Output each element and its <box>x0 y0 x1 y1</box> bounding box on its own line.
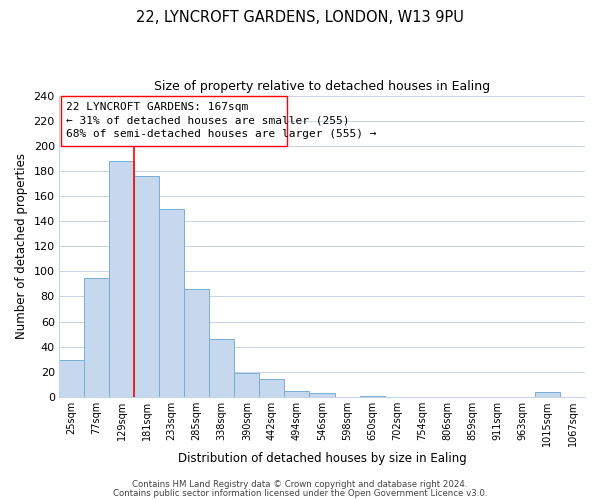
Y-axis label: Number of detached properties: Number of detached properties <box>15 153 28 339</box>
Text: Contains HM Land Registry data © Crown copyright and database right 2024.: Contains HM Land Registry data © Crown c… <box>132 480 468 489</box>
Bar <box>359 396 385 397</box>
Bar <box>209 339 235 397</box>
Bar <box>59 360 84 397</box>
Text: 22, LYNCROFT GARDENS, LONDON, W13 9PU: 22, LYNCROFT GARDENS, LONDON, W13 9PU <box>136 10 464 25</box>
Bar <box>310 393 335 397</box>
Text: ← 31% of detached houses are smaller (255): ← 31% of detached houses are smaller (25… <box>67 116 350 126</box>
Bar <box>84 278 109 397</box>
X-axis label: Distribution of detached houses by size in Ealing: Distribution of detached houses by size … <box>178 452 466 465</box>
Bar <box>184 289 209 397</box>
Bar <box>535 392 560 397</box>
Bar <box>159 208 184 397</box>
Title: Size of property relative to detached houses in Ealing: Size of property relative to detached ho… <box>154 80 490 93</box>
Bar <box>259 380 284 397</box>
Text: 22 LYNCROFT GARDENS: 167sqm: 22 LYNCROFT GARDENS: 167sqm <box>67 102 249 112</box>
Bar <box>284 390 310 397</box>
Bar <box>109 161 134 397</box>
Text: Contains public sector information licensed under the Open Government Licence v3: Contains public sector information licen… <box>113 489 487 498</box>
Bar <box>134 176 159 397</box>
Text: 68% of semi-detached houses are larger (555) →: 68% of semi-detached houses are larger (… <box>67 130 377 140</box>
FancyBboxPatch shape <box>61 96 287 146</box>
Bar <box>235 373 259 397</box>
